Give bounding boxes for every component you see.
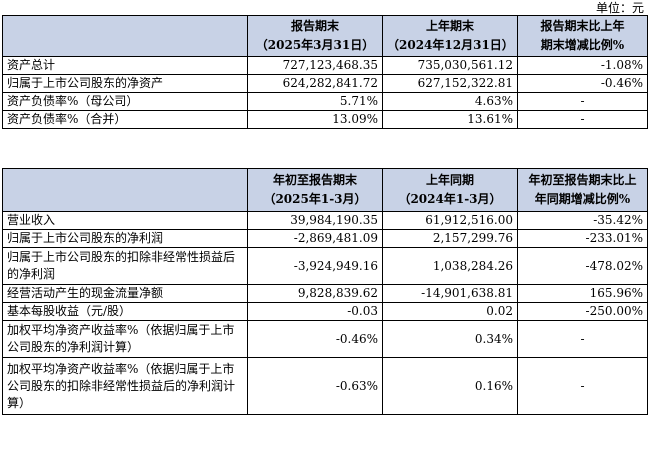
change-value: -1.08% xyxy=(517,56,648,75)
current-value: 727,123,468.35 xyxy=(247,56,383,75)
table-row: 经营活动产生的现金流量净额 9,828,839.62 -14,901,638.8… xyxy=(2,284,648,303)
previous-value: 0.16% xyxy=(382,357,518,415)
row-label: 经营活动产生的现金流量净额 xyxy=(2,284,248,303)
header-prior-period: 上年同期 （2024年1-3月） xyxy=(382,168,518,212)
row-label: 加权平均净资产收益率%（依据归属于上市公司股东的扣除非经常性损益后的净利润计算） xyxy=(2,357,248,415)
row-label: 归属于上市公司股东的净利润 xyxy=(2,229,248,248)
previous-value: 0.34% xyxy=(382,320,518,358)
current-value: 9,828,839.62 xyxy=(247,284,383,303)
header-blank xyxy=(2,15,248,57)
income-table: 年初至报告期末 （2025年1-3月） 上年同期 （2024年1-3月） 年初至报告… xyxy=(2,168,648,415)
current-value: 39,984,190.35 xyxy=(247,211,383,230)
change-value: -35.42% xyxy=(517,211,648,230)
table-row: 资产总计 727,123,468.35 735,030,561.12 -1.08… xyxy=(2,56,648,75)
table-row: 加权平均净资产收益率%（依据归属于上市公司股东的净利润计算） -0.46% 0.… xyxy=(2,320,648,358)
unit-label: 单位：元 xyxy=(595,1,644,15)
previous-value: 4.63% xyxy=(382,92,518,111)
current-value: -0.03 xyxy=(247,302,383,321)
header-prior-year-end: 上年期末 （2024年12月31日） xyxy=(382,15,518,57)
change-value: 165.96% xyxy=(517,284,648,303)
change-value: -478.02% xyxy=(517,247,648,285)
change-value: -233.01% xyxy=(517,229,648,248)
header-change-ratio: 年初至报告期末比上 年同期增减比例% xyxy=(517,168,648,212)
balance-table-header: 报告期末 （2025年3月31日） 上年期末 （2024年12月31日） 报告期末比… xyxy=(2,15,648,57)
table-row: 基本每股收益（元/股） -0.03 0.02 -250.00% xyxy=(2,302,648,321)
change-value: - xyxy=(517,110,648,129)
previous-value: 0.02 xyxy=(382,302,518,321)
table-row: 营业收入 39,984,190.35 61,912,516.00 -35.42% xyxy=(2,211,648,230)
current-value: -3,924,949.16 xyxy=(247,247,383,285)
previous-value: 735,030,561.12 xyxy=(382,56,518,75)
row-label: 归属于上市公司股东的扣除非经常性损益后的净利润 xyxy=(2,247,248,285)
current-value: 5.71% xyxy=(247,92,383,111)
previous-value: 2,157,299.76 xyxy=(382,229,518,248)
current-value: 624,282,841.72 xyxy=(247,74,383,93)
row-label: 归属于上市公司股东的净资产 xyxy=(2,74,248,93)
table-row: 资产负债率%（合并） 13.09% 13.61% - xyxy=(2,110,648,129)
row-label: 加权平均净资产收益率%（依据归属于上市公司股东的净利润计算） xyxy=(2,320,248,358)
current-value: -0.46% xyxy=(247,320,383,358)
change-value: -250.00% xyxy=(517,302,648,321)
previous-value: -14,901,638.81 xyxy=(382,284,518,303)
income-table-header: 年初至报告期末 （2025年1-3月） 上年同期 （2024年1-3月） 年初至报告… xyxy=(2,168,648,212)
change-value: - xyxy=(517,357,648,415)
table-row: 归属于上市公司股东的扣除非经常性损益后的净利润 -3,924,949.16 1,… xyxy=(2,247,648,285)
table-row: 归属于上市公司股东的净资产 624,282,841.72 627,152,322… xyxy=(2,74,648,93)
previous-value: 61,912,516.00 xyxy=(382,211,518,230)
table-row: 归属于上市公司股东的净利润 -2,869,481.09 2,157,299.76… xyxy=(2,229,648,248)
change-value: - xyxy=(517,320,648,358)
previous-value: 1,038,284.26 xyxy=(382,247,518,285)
current-value: -2,869,481.09 xyxy=(247,229,383,248)
header-ytd: 年初至报告期末 （2025年1-3月） xyxy=(247,168,383,212)
current-value: -0.63% xyxy=(247,357,383,415)
row-label: 营业收入 xyxy=(2,211,248,230)
change-value: -0.46% xyxy=(517,74,648,93)
header-report-period-end: 报告期末 （2025年3月31日） xyxy=(247,15,383,57)
header-blank xyxy=(2,168,248,212)
table-row: 加权平均净资产收益率%（依据归属于上市公司股东的扣除非经常性损益后的净利润计算）… xyxy=(2,357,648,415)
previous-value: 627,152,322.81 xyxy=(382,74,518,93)
previous-value: 13.61% xyxy=(382,110,518,129)
current-value: 13.09% xyxy=(247,110,383,129)
change-value: - xyxy=(517,92,648,111)
row-label: 资产负债率%（母公司） xyxy=(2,92,248,111)
row-label: 基本每股收益（元/股） xyxy=(2,302,248,321)
header-change-ratio: 报告期末比上年 期末增减比例% xyxy=(517,15,648,57)
balance-table: 报告期末 （2025年3月31日） 上年期末 （2024年12月31日） 报告期末比… xyxy=(2,15,648,129)
row-label: 资产总计 xyxy=(2,56,248,75)
table-row: 资产负债率%（母公司） 5.71% 4.63% - xyxy=(2,92,648,111)
row-label: 资产负债率%（合并） xyxy=(2,110,248,129)
